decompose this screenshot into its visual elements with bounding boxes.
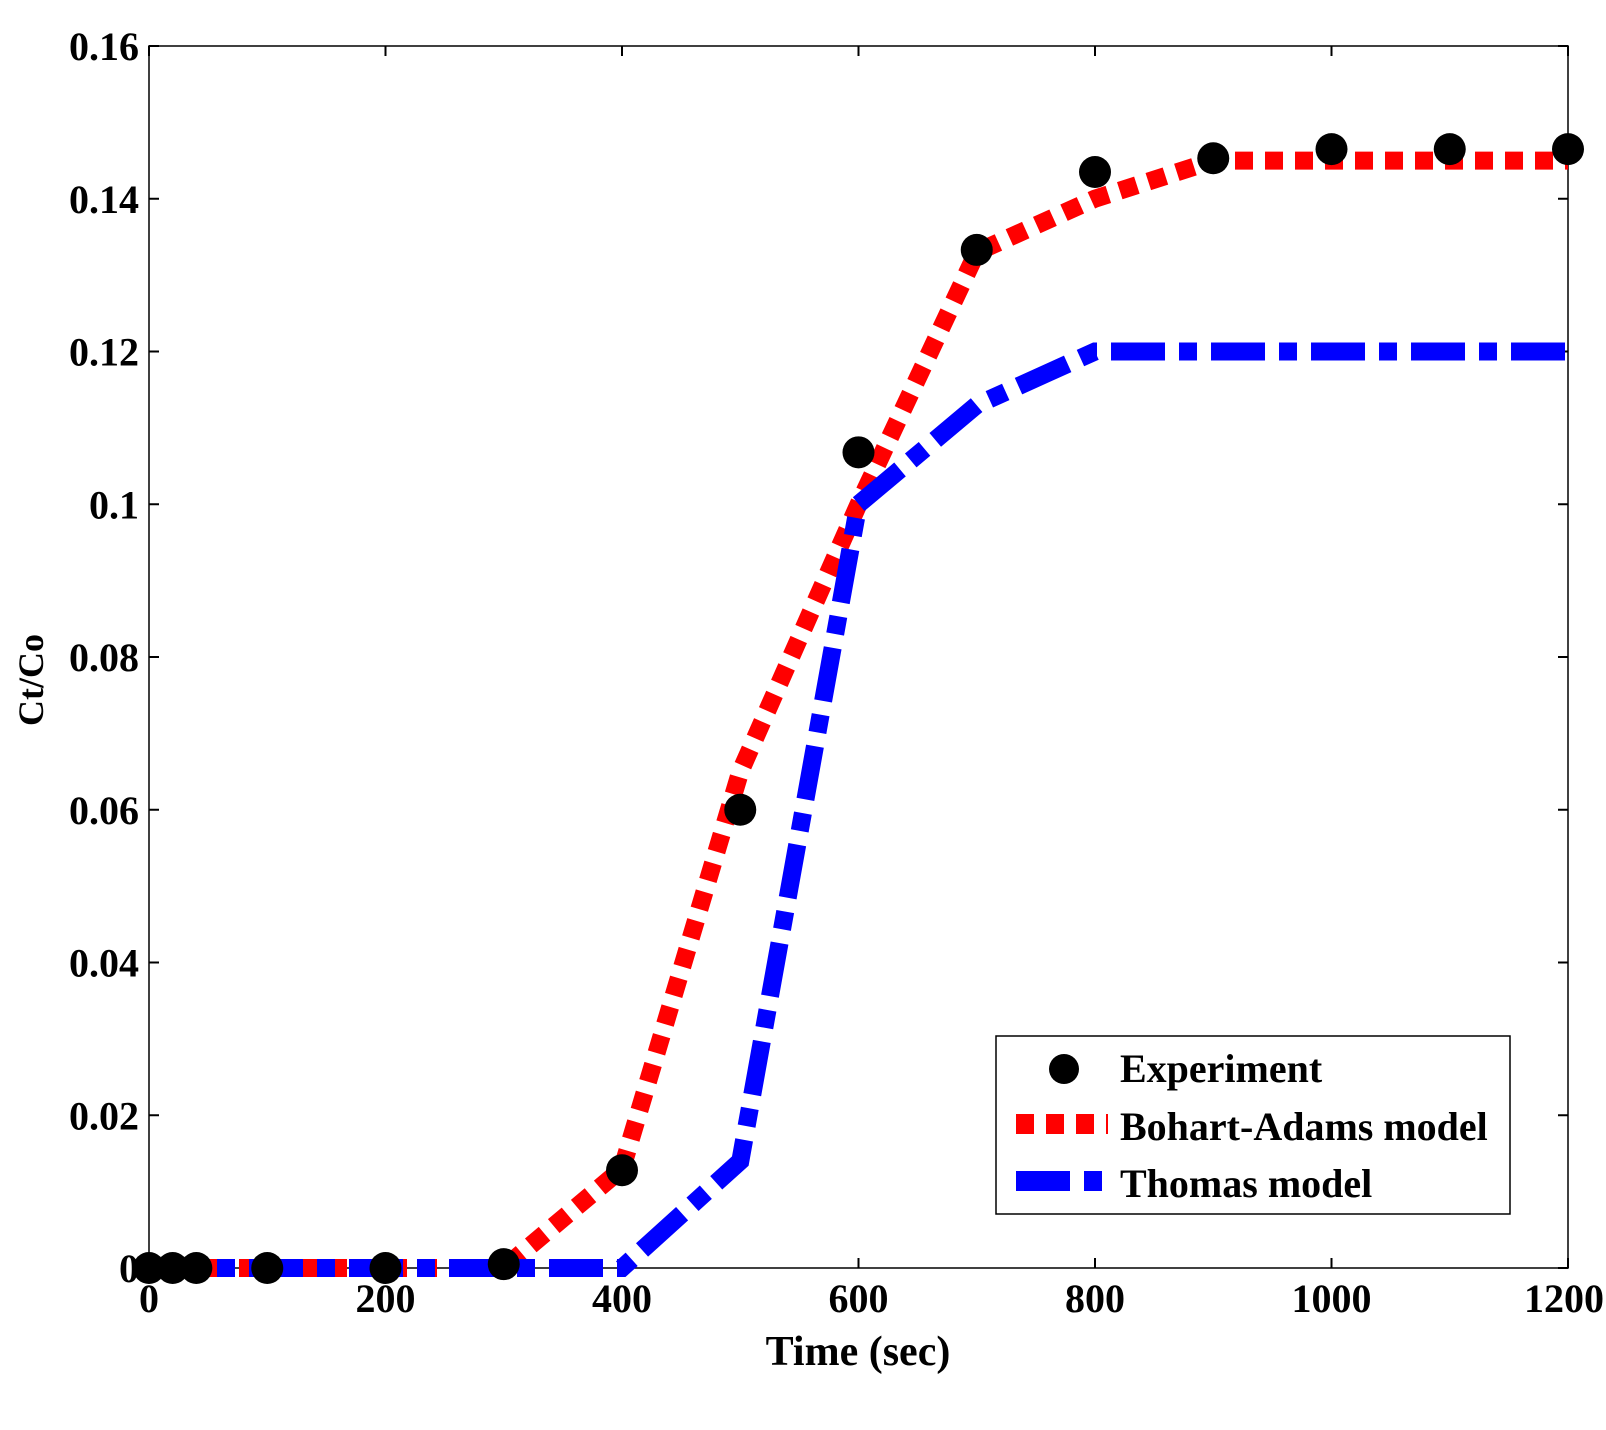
experiment-point (1315, 133, 1348, 166)
experiment-point (1197, 142, 1230, 175)
experiment-point (487, 1248, 520, 1281)
experiment-point (1079, 156, 1111, 189)
legend-experiment-label: Experiment (1120, 1046, 1323, 1091)
x-tick-label: 0 (139, 1276, 159, 1321)
experiment-point (960, 233, 993, 266)
y-tick-label: 0.08 (69, 635, 139, 680)
y-axis-title: Ct/Co (11, 634, 51, 726)
experiment-point (369, 1252, 402, 1284)
y-tick-label: 0 (119, 1246, 139, 1291)
legend-experiment-marker (1049, 1054, 1079, 1084)
x-tick-label: 800 (1065, 1276, 1125, 1321)
x-tick-label: 1200 (1524, 1276, 1604, 1321)
x-tick-label: 600 (829, 1276, 889, 1321)
experiment-point (133, 1252, 165, 1284)
y-tick-label: 0.12 (69, 330, 139, 375)
experiment-point (1433, 133, 1466, 166)
experiment-markers (133, 133, 1584, 1284)
y-tick-label: 0.1 (89, 482, 139, 527)
x-tick-label: 400 (592, 1276, 652, 1321)
experiment-point (842, 436, 875, 469)
legend: Experiment Bohart-Adams model Thomas mod… (995, 1035, 1511, 1215)
y-axis-tick-labels: 0 0.02 0.04 0.06 0.08 0.1 0.12 0.14 0.16 (69, 24, 139, 1291)
thomas-model-line (149, 342, 1568, 1277)
y-tick-label: 0.04 (69, 941, 139, 986)
experiment-point (251, 1252, 284, 1284)
y-tick-label: 0.14 (69, 177, 139, 222)
y-tick-label: 0.02 (69, 1093, 139, 1138)
legend-bohart-adams-label: Bohart-Adams model (1120, 1104, 1488, 1149)
x-tick-label: 1000 (1292, 1276, 1372, 1321)
bohart-adams-model-line (149, 151, 1568, 1277)
x-axis-title: Time (sec) (766, 1329, 951, 1375)
legend-thomas-label: Thomas model (1120, 1161, 1372, 1206)
experiment-point (180, 1252, 213, 1284)
series-lines (149, 151, 1568, 1277)
experiment-point (156, 1252, 189, 1284)
y-tick-label: 0.06 (69, 788, 139, 833)
x-axis-tick-labels: 0 200 400 600 800 1000 1200 (139, 1276, 1604, 1321)
experiment-point (606, 1154, 638, 1187)
y-tick-label: 0.16 (69, 24, 139, 69)
experiment-point (1552, 133, 1584, 166)
experiment-point (724, 793, 757, 826)
